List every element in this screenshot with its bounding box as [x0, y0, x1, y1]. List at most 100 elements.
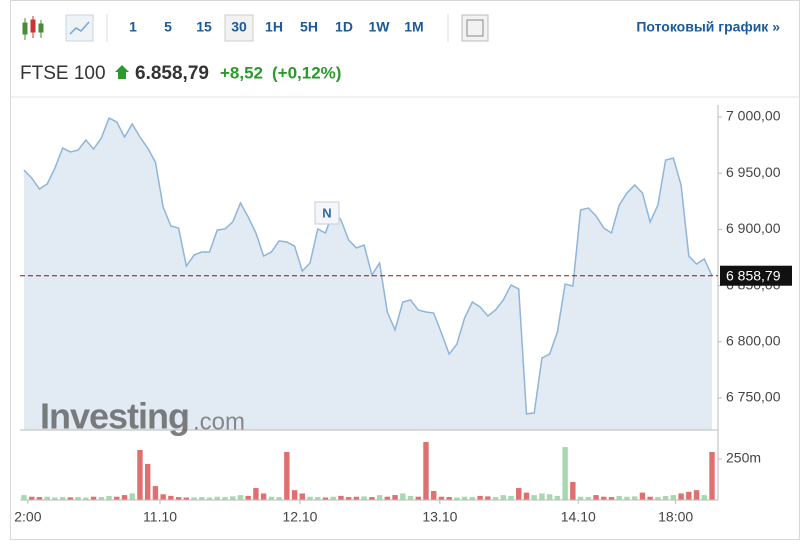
volume-bar: [577, 496, 584, 500]
line-icon-glyph: [69, 21, 90, 35]
stream-link[interactable]: Потоковый график »: [636, 19, 780, 35]
volume-bar: [709, 451, 715, 500]
interval-button[interactable]: 1W: [369, 19, 391, 35]
volume-bar: [291, 490, 298, 500]
change: +8,52: [220, 63, 263, 82]
volume-bar: [21, 495, 27, 500]
volume-bar: [415, 496, 421, 500]
volume-bar: [29, 496, 35, 500]
line-icon[interactable]: [65, 14, 94, 42]
y-tick-label: 6 750,00: [726, 389, 781, 405]
active-interval-bg: [224, 14, 254, 42]
volume-bar: [106, 495, 112, 500]
volume-bar: [624, 496, 630, 500]
x-tick-label: 12.10: [282, 509, 317, 525]
volume-bar: [562, 447, 568, 500]
interval-button[interactable]: 5: [164, 19, 172, 35]
volume-bar: [59, 497, 66, 500]
volume-bar: [260, 493, 267, 500]
volume-bar: [253, 488, 259, 500]
candle-icon[interactable]: [22, 16, 44, 40]
volume-bar: [469, 497, 476, 500]
volume-bar: [508, 495, 514, 500]
settings-glyph: [466, 19, 484, 37]
price: 6.858,79: [135, 63, 209, 84]
volume-bar: [137, 450, 143, 500]
event-marker-label: N: [322, 205, 331, 220]
volume-bar: [168, 495, 174, 500]
volume-bar: [214, 496, 220, 500]
volume-bar: [601, 496, 607, 500]
volume-bar: [299, 493, 305, 500]
volume-bar: [361, 496, 367, 500]
instrument-name: FTSE 100: [20, 63, 106, 84]
interval-button[interactable]: 1M: [404, 19, 423, 35]
volume-bar: [268, 496, 275, 500]
volume-bar: [222, 497, 228, 500]
volume-bar: [686, 491, 692, 500]
volume-bar: [554, 495, 561, 500]
volume-bar: [431, 490, 437, 500]
volume-bar: [376, 495, 383, 500]
x-tick-label: 11.10: [143, 509, 177, 525]
y-tick-label: 6 950,00: [726, 164, 781, 180]
volume-bar: [492, 497, 499, 500]
y-tick-label: 6 900,00: [726, 220, 781, 236]
interval-button[interactable]: 15: [196, 19, 212, 35]
volume-bar: [407, 495, 414, 500]
volume-tick-label: 250m: [726, 450, 761, 466]
volume-bar: [539, 493, 545, 500]
volume-bar: [384, 496, 391, 500]
last-price-box: [720, 265, 792, 286]
volume-bar: [199, 497, 205, 500]
last-price-label: 6 858,79: [726, 267, 781, 283]
volume-bar: [338, 495, 344, 500]
volume-bar: [631, 496, 638, 500]
volume-bar: [322, 497, 329, 500]
volume-bar: [670, 495, 677, 500]
event-marker: [314, 201, 340, 225]
watermark-suffix: .com: [193, 408, 245, 435]
volume-bar: [175, 497, 182, 500]
interval-button[interactable]: 1: [129, 19, 137, 35]
settings-icon[interactable]: [461, 14, 489, 42]
volume-bar: [485, 496, 491, 500]
volume-bar: [678, 493, 684, 500]
volume-bar: [616, 495, 622, 500]
volume-bar: [516, 488, 522, 500]
x-tick-label: 14.10: [561, 509, 596, 525]
volume-bar: [647, 496, 653, 500]
volume-bar: [585, 497, 592, 500]
volume-bar: [593, 495, 599, 500]
interval-button[interactable]: 30: [231, 19, 247, 35]
volume-bar: [230, 496, 236, 500]
change-pct: (+0,12%): [272, 63, 341, 82]
up-arrow: [115, 65, 129, 79]
volume-bar: [446, 497, 452, 500]
volume-bar: [477, 495, 483, 500]
volume-bar: [531, 495, 537, 500]
interval-button[interactable]: 5H: [300, 19, 318, 35]
volume-bar: [144, 463, 151, 500]
volume-bar: [655, 497, 661, 500]
volume-bar: [36, 497, 43, 500]
volume-bar: [52, 497, 58, 500]
volume-bar: [423, 441, 429, 500]
volume-bar: [392, 495, 398, 500]
volume-bar: [237, 495, 244, 500]
volume-bar: [284, 451, 290, 500]
volume-bar: [276, 497, 282, 500]
volume-bar: [693, 490, 700, 500]
interval-button[interactable]: 1H: [265, 19, 283, 35]
volume-bar: [183, 497, 190, 500]
volume-bar: [90, 496, 97, 500]
x-tick-label: 18:00: [658, 509, 693, 525]
volume-bar: [608, 497, 615, 500]
volume-bar: [500, 495, 506, 500]
volume-bar: [639, 492, 646, 500]
interval-button[interactable]: 1D: [335, 19, 353, 35]
volume-bar: [98, 497, 105, 500]
volume-bar: [206, 497, 213, 500]
